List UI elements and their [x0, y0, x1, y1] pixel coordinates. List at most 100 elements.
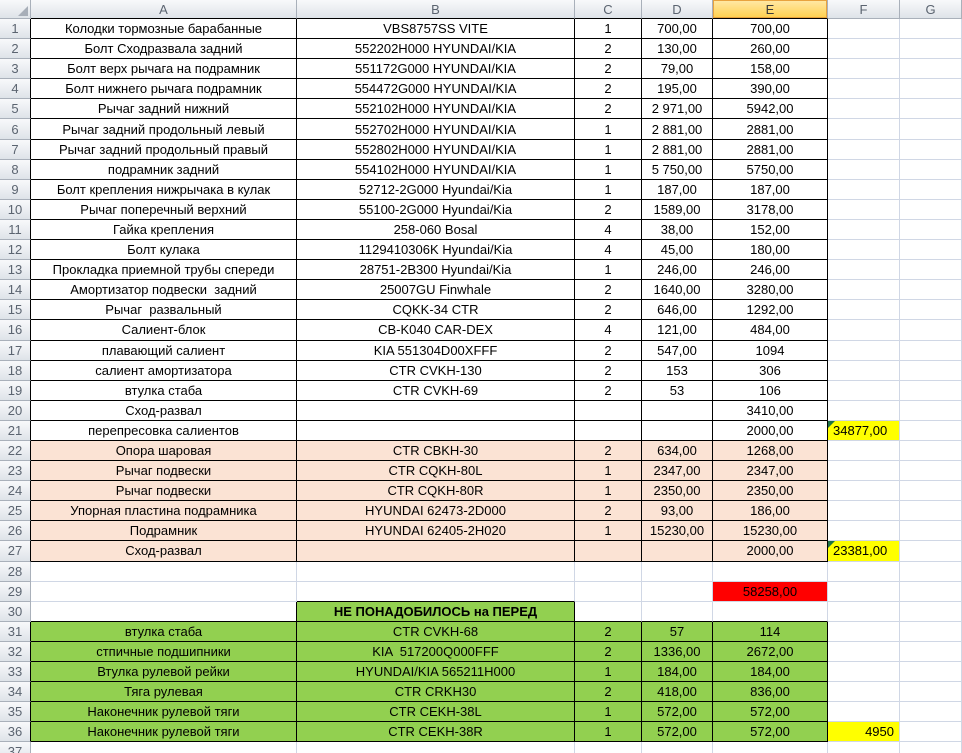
cell-B35[interactable]: CTR CEKH-38L	[297, 702, 575, 723]
cell-B24[interactable]: CTR CQKH-80R	[297, 481, 575, 502]
cell-B32[interactable]: KIA 517200Q000FFF	[297, 641, 575, 662]
row-header-29[interactable]: 29	[0, 581, 31, 602]
cell-F20[interactable]	[828, 400, 900, 421]
cell-F29[interactable]	[828, 581, 900, 602]
cell-C23[interactable]: 1	[575, 461, 642, 482]
cell-G26[interactable]	[900, 521, 962, 542]
cell-F28[interactable]	[828, 561, 900, 582]
cell-D32[interactable]: 1336,00	[642, 641, 713, 662]
cell-C10[interactable]: 2	[575, 199, 642, 220]
cell-E24[interactable]: 2350,00	[713, 481, 828, 502]
cell-F32[interactable]	[828, 641, 900, 662]
cell-D34[interactable]: 418,00	[642, 682, 713, 703]
cell-F5[interactable]	[828, 99, 900, 120]
cell-A2[interactable]: Болт Сходразвала задний	[31, 39, 297, 60]
row-header-36[interactable]: 36	[0, 722, 31, 743]
cell-F26[interactable]	[828, 521, 900, 542]
row-header-34[interactable]: 34	[0, 682, 31, 703]
row-header-35[interactable]: 35	[0, 702, 31, 723]
cell-G12[interactable]	[900, 240, 962, 261]
cell-E10[interactable]: 3178,00	[713, 199, 828, 220]
cell-B37[interactable]	[297, 742, 575, 753]
cell-D37[interactable]	[642, 742, 713, 753]
cell-B16[interactable]: CB-K040 CAR-DEX	[297, 320, 575, 341]
row-header-30[interactable]: 30	[0, 601, 31, 622]
cell-G34[interactable]	[900, 682, 962, 703]
cell-B13[interactable]: 28751-2B300 Hyundai/Kia	[297, 260, 575, 281]
cell-E4[interactable]: 390,00	[713, 79, 828, 100]
cell-F17[interactable]	[828, 340, 900, 361]
cell-D33[interactable]: 184,00	[642, 662, 713, 683]
cell-F37[interactable]	[828, 742, 900, 753]
cell-D22[interactable]: 634,00	[642, 440, 713, 462]
cell-B27[interactable]	[297, 541, 575, 562]
cell-A17[interactable]: плавающий салиент	[31, 340, 297, 361]
cell-E9[interactable]: 187,00	[713, 179, 828, 200]
cell-E18[interactable]: 306	[713, 360, 828, 381]
cell-E35[interactable]: 572,00	[713, 702, 828, 723]
cell-A37[interactable]	[31, 742, 297, 753]
cell-C24[interactable]: 1	[575, 481, 642, 502]
cell-F19[interactable]	[828, 380, 900, 401]
cell-E15[interactable]: 1292,00	[713, 300, 828, 321]
cell-B6[interactable]: 552702H000 HYUNDAI/KIA	[297, 119, 575, 140]
cell-E28[interactable]	[713, 561, 828, 582]
cell-C4[interactable]: 2	[575, 79, 642, 100]
cell-E6[interactable]: 2881,00	[713, 119, 828, 140]
cell-F11[interactable]	[828, 219, 900, 241]
cell-F14[interactable]	[828, 280, 900, 301]
cell-F35[interactable]	[828, 702, 900, 723]
cell-C28[interactable]	[575, 561, 642, 582]
cell-F33[interactable]	[828, 662, 900, 683]
cell-C30[interactable]	[575, 601, 642, 622]
cell-F23[interactable]	[828, 461, 900, 482]
cell-D20[interactable]	[642, 400, 713, 421]
cell-F4[interactable]	[828, 79, 900, 100]
cell-G21[interactable]	[900, 420, 962, 441]
cell-C6[interactable]: 1	[575, 119, 642, 140]
cell-A22[interactable]: Опора шаровая	[31, 440, 297, 462]
cell-A30[interactable]	[31, 601, 297, 622]
column-header-A[interactable]: A	[31, 0, 297, 19]
cell-B4[interactable]: 554472G000 HYUNDAI/KIA	[297, 79, 575, 100]
cell-G14[interactable]	[900, 280, 962, 301]
cell-A14[interactable]: Амортизатор подвески задний	[31, 280, 297, 301]
cell-C1[interactable]: 1	[575, 19, 642, 40]
cell-B26[interactable]: HYUNDAI 62405-2H020	[297, 521, 575, 542]
cell-B21[interactable]	[297, 420, 575, 441]
cell-G37[interactable]	[900, 742, 962, 753]
row-header-9[interactable]: 9	[0, 179, 31, 200]
cell-G25[interactable]	[900, 501, 962, 522]
cell-D5[interactable]: 2 971,00	[642, 99, 713, 120]
cell-A7[interactable]: Рычаг задний продольный правый	[31, 139, 297, 160]
cell-A8[interactable]: подрамник задний	[31, 159, 297, 180]
cell-F12[interactable]	[828, 240, 900, 261]
cell-F34[interactable]	[828, 682, 900, 703]
cell-A28[interactable]	[31, 561, 297, 582]
cell-E12[interactable]: 180,00	[713, 240, 828, 261]
cell-G23[interactable]	[900, 461, 962, 482]
cell-G9[interactable]	[900, 179, 962, 200]
cell-D19[interactable]: 53	[642, 380, 713, 401]
cell-C2[interactable]: 2	[575, 39, 642, 60]
cell-A1[interactable]: Колодки тормозные барабанные	[31, 19, 297, 40]
cell-D12[interactable]: 45,00	[642, 240, 713, 261]
cell-E1[interactable]: 700,00	[713, 19, 828, 40]
cell-A25[interactable]: Упорная пластина подрамника	[31, 501, 297, 522]
cell-A34[interactable]: Тяга рулевая	[31, 682, 297, 703]
cell-D31[interactable]: 57	[642, 621, 713, 642]
cell-A27[interactable]: Сход-развал	[31, 541, 297, 562]
cell-F25[interactable]	[828, 501, 900, 522]
column-header-B[interactable]: B	[297, 0, 575, 19]
cell-E23[interactable]: 2347,00	[713, 461, 828, 482]
cell-G4[interactable]	[900, 79, 962, 100]
cell-E2[interactable]: 260,00	[713, 39, 828, 60]
cell-D8[interactable]: 5 750,00	[642, 159, 713, 180]
cell-D35[interactable]: 572,00	[642, 702, 713, 723]
cell-A36[interactable]: Наконечник рулевой тяги	[31, 722, 297, 743]
cell-A23[interactable]: Рычаг подвески	[31, 461, 297, 482]
cell-C5[interactable]: 2	[575, 99, 642, 120]
cell-F31[interactable]	[828, 621, 900, 642]
cell-C25[interactable]: 2	[575, 501, 642, 522]
row-header-14[interactable]: 14	[0, 280, 31, 301]
